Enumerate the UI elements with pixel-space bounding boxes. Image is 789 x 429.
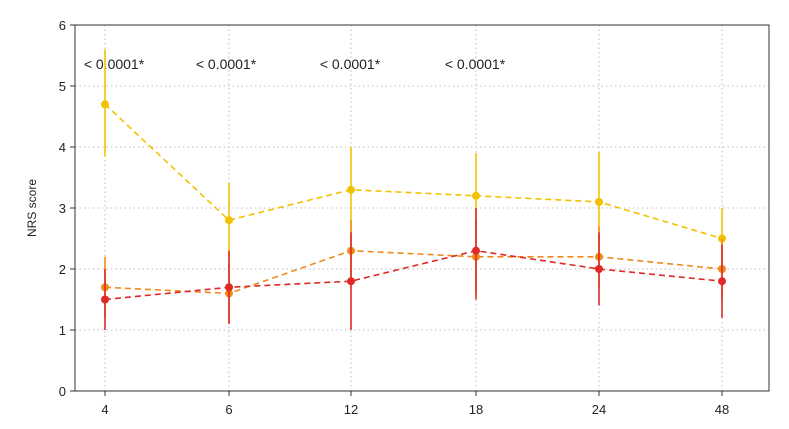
data-point xyxy=(101,100,109,109)
annotation-3: < 0.0001* xyxy=(320,56,381,72)
x-tick-label: 18 xyxy=(469,402,483,417)
annotation-1: < 0.0001* xyxy=(84,56,145,72)
x-tick-label: 12 xyxy=(344,402,358,417)
y-tick-label: 4 xyxy=(59,140,66,155)
data-point xyxy=(225,283,233,292)
annotation-2: < 0.0001* xyxy=(196,56,257,72)
x-tick-label: 4 xyxy=(101,402,108,417)
data-point xyxy=(472,246,480,255)
y-tick-label: 1 xyxy=(59,323,66,338)
y-axis-title: NRS score xyxy=(25,179,39,237)
data-point xyxy=(225,216,233,225)
series-line xyxy=(104,103,723,240)
y-tick-label: 0 xyxy=(59,384,66,399)
series-line xyxy=(104,249,723,295)
y-tick-label: 2 xyxy=(59,262,66,277)
series-3 xyxy=(101,208,726,330)
y-tick-label: 3 xyxy=(59,201,66,216)
series-group xyxy=(101,49,726,330)
y-tick-label: 5 xyxy=(59,79,66,94)
annotation-4: < 0.0001* xyxy=(445,56,506,72)
data-point xyxy=(101,295,109,304)
data-point xyxy=(718,277,726,286)
grid-lines xyxy=(75,25,769,391)
data-point xyxy=(595,265,603,273)
data-point xyxy=(472,191,480,200)
significance-annotations: < 0.0001* < 0.0001* < 0.0001* < 0.0001* xyxy=(84,56,506,72)
data-point xyxy=(595,197,603,206)
x-tick-label: 6 xyxy=(225,402,232,417)
series-line xyxy=(104,249,723,301)
x-tick-label: 48 xyxy=(715,402,729,417)
data-point xyxy=(347,277,355,286)
y-tick-label: 6 xyxy=(59,18,66,33)
series-1 xyxy=(101,49,726,266)
data-point xyxy=(347,185,355,194)
x-tick-label: 24 xyxy=(592,402,606,417)
